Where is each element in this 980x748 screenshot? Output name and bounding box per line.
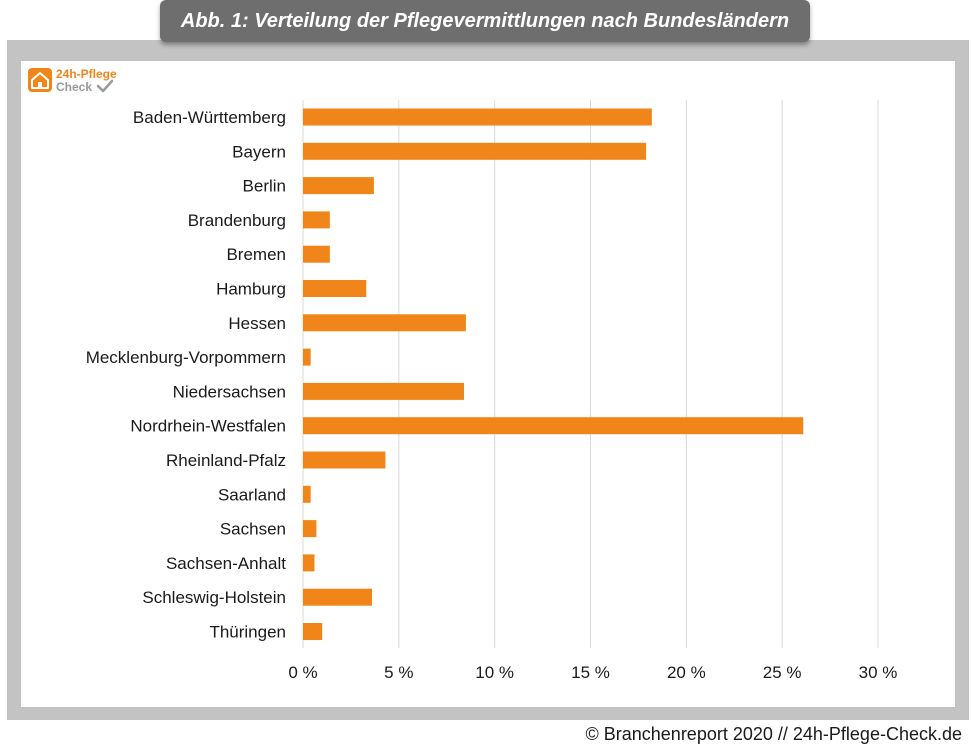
category-label: Sachsen-Anhalt bbox=[166, 554, 286, 573]
category-label: Baden-Württemberg bbox=[133, 108, 286, 127]
bar-4 bbox=[303, 245, 330, 263]
category-label: Sachsen bbox=[220, 520, 286, 539]
copyright-footer: © Branchenreport 2020 // 24h-Pflege-Chec… bbox=[585, 724, 963, 744]
category-label: Saarland bbox=[218, 485, 286, 504]
figure-title: Abb. 1: Verteilung der Pflegevermittlung… bbox=[160, 0, 810, 42]
category-label: Bremen bbox=[226, 245, 286, 264]
x-tick-label: 0 % bbox=[288, 663, 317, 682]
chart-panel bbox=[21, 61, 955, 707]
bar-0 bbox=[303, 108, 652, 126]
bar-3 bbox=[303, 211, 330, 229]
bar-14 bbox=[303, 588, 372, 606]
category-labels: Baden-Württemberg Bayern Berlin Brandenburg… bbox=[86, 108, 287, 642]
x-tick-label: 25 % bbox=[763, 663, 802, 682]
x-tick-label: 30 % bbox=[859, 663, 898, 682]
checkmark-icon bbox=[96, 79, 114, 93]
category-label: Niedersachsen bbox=[173, 382, 286, 401]
brand-logo: 24h-Pflege Check bbox=[28, 67, 138, 98]
category-label: Nordrhein-Westfalen bbox=[130, 417, 286, 436]
category-label: Hessen bbox=[228, 314, 286, 333]
logo-text-line2: Check bbox=[56, 80, 93, 94]
bar-11 bbox=[303, 485, 311, 503]
bar-5 bbox=[303, 280, 367, 297]
bars bbox=[303, 108, 804, 640]
x-tick-labels: 0 % 5 % 10 % 15 % 20 % 25 % 30 % bbox=[288, 663, 897, 682]
grid-lines bbox=[302, 100, 879, 648]
bar-13 bbox=[303, 554, 315, 572]
category-label: Berlin bbox=[243, 177, 286, 196]
bar-6 bbox=[303, 314, 466, 332]
bar-15 bbox=[303, 623, 323, 640]
house-icon bbox=[28, 68, 52, 92]
category-label: Mecklenburg-Vorpommern bbox=[86, 348, 286, 367]
bar-10 bbox=[303, 451, 386, 469]
category-label: Bayern bbox=[232, 142, 286, 161]
bar-2 bbox=[303, 177, 374, 195]
bar-8 bbox=[303, 382, 464, 400]
bar-12 bbox=[303, 520, 317, 538]
category-label: Schleswig-Holstein bbox=[142, 588, 286, 607]
category-label: Rheinland-Pfalz bbox=[166, 451, 286, 470]
category-label: Thüringen bbox=[209, 623, 286, 642]
bar-9 bbox=[303, 417, 804, 435]
bar-7 bbox=[303, 348, 311, 366]
logo-text-line1: 24h-Pflege bbox=[56, 67, 117, 81]
x-tick-label: 15 % bbox=[571, 663, 610, 682]
x-tick-label: 10 % bbox=[475, 663, 514, 682]
x-tick-label: 20 % bbox=[667, 663, 706, 682]
bar-1 bbox=[303, 142, 647, 160]
category-label: Brandenburg bbox=[188, 211, 286, 230]
x-tick-label: 5 % bbox=[384, 663, 413, 682]
category-label: Hamburg bbox=[216, 280, 286, 299]
